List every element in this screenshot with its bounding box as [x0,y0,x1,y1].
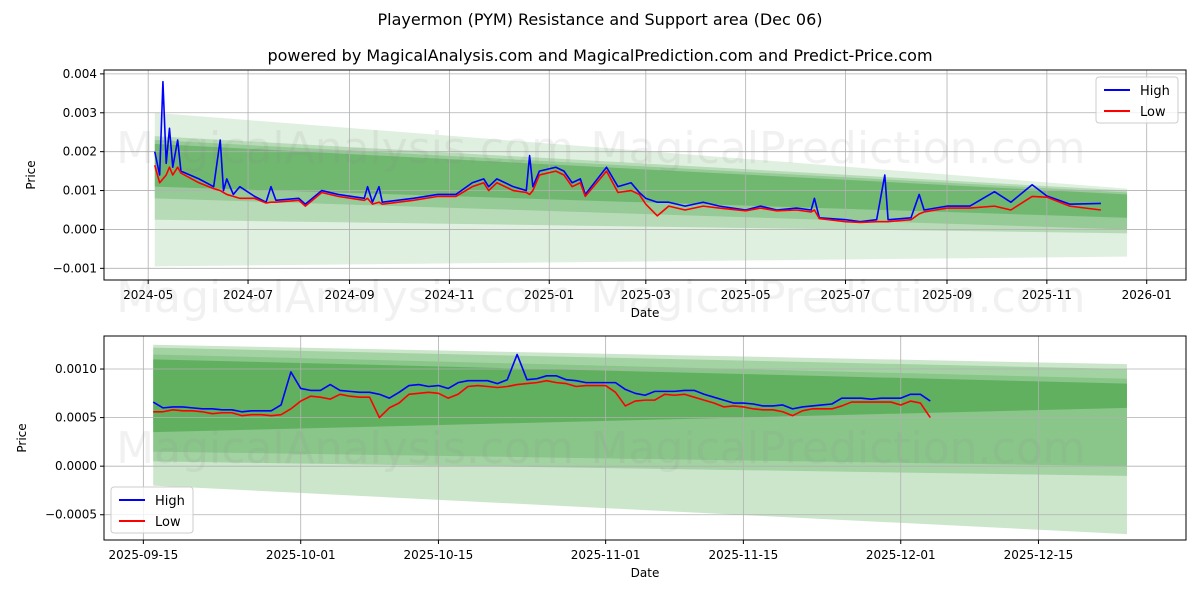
support-resistance-band [154,140,1128,230]
x-tick-label: 2025-10-15 [404,548,474,562]
support-resistance-band [153,354,1127,467]
x-tick-label: 2025-03 [621,288,671,302]
x-tick-label: 2024-11 [424,288,474,302]
x-tick-label: 2025-09-15 [108,548,178,562]
x-axis-label: Date [631,306,660,320]
y-axis-label: Price [24,160,38,189]
watermark-text: MagicalAnalysis.com [116,123,574,174]
x-tick-label: 2025-09 [922,288,972,302]
legend-label-high: High [155,494,185,509]
y-axis-label: Price [15,423,29,452]
series-line-high [153,80,1101,223]
legend: High Low [1095,76,1179,124]
watermark-text: MagicalPrediction.com [591,423,1086,474]
series-line-low [153,165,1101,224]
x-tick-label: 2024-07 [223,288,273,302]
support-resistance-band [153,359,1127,433]
support-resistance-band [154,136,1128,234]
x-tick-label: 2025-07 [820,288,870,302]
chart-title: Playermon (PYM) Resistance and Support a… [377,10,823,29]
series-line-high [152,353,931,413]
y-tick-label: 0.0000 [55,459,97,473]
chart-2: 2025-09-15 2025-10-01 2025-10-15 2025-11-01… [15,335,1187,580]
y-tick-label: 0.0005 [55,411,97,425]
x-tick-label: 2025-11-15 [708,548,778,562]
y-tick-label: 0.001 [63,184,97,198]
support-resistance-band [153,344,1127,535]
x-tick-label: 2025-12-01 [866,548,936,562]
series-line-low [153,379,931,419]
x-tick-label: 2024-05 [123,288,173,302]
y-tick-label: −0.001 [53,261,97,275]
y-tick-label: 0.002 [63,145,97,159]
x-tick-label: 2026-01 [1122,288,1172,302]
plot-frame [103,69,1187,281]
x-tick-label: 2025-11 [1022,288,1072,302]
x-axis-label: Date [631,566,660,580]
watermark-text: MagicalAnalysis.com [116,423,574,474]
x-tick-label: 2025-01 [524,288,574,302]
y-tick-label: 0.0010 [55,362,97,376]
support-resistance-band [153,347,1127,476]
chart-subtitle: powered by MagicalAnalysis.com and Magic… [267,46,933,65]
y-tick-label: 0.003 [63,106,97,120]
y-tick-label: 0.000 [63,222,97,236]
legend-label-low: Low [155,515,181,530]
y-tick-label: −0.0005 [45,508,97,522]
support-resistance-band [154,112,1128,267]
support-resistance-band [154,143,1128,218]
x-tick-label: 2025-10-01 [266,548,336,562]
legend: High Low [110,486,194,534]
y-tick-label: 0.004 [63,67,97,81]
legend-label-high: High [1140,84,1170,99]
x-tick-label: 2025-11-01 [571,548,641,562]
watermark-text: MagicalPrediction.com [591,123,1086,174]
x-tick-label: 2024-09 [324,288,374,302]
x-tick-label: 2025-05 [721,288,771,302]
legend-label-low: Low [1140,105,1166,120]
x-tick-label: 2025-12-15 [1004,548,1074,562]
chart-1: 2024-05 2024-07 2024-09 2024-11 2025-01 2025-… [24,67,1187,323]
plot-frame [103,335,1187,541]
